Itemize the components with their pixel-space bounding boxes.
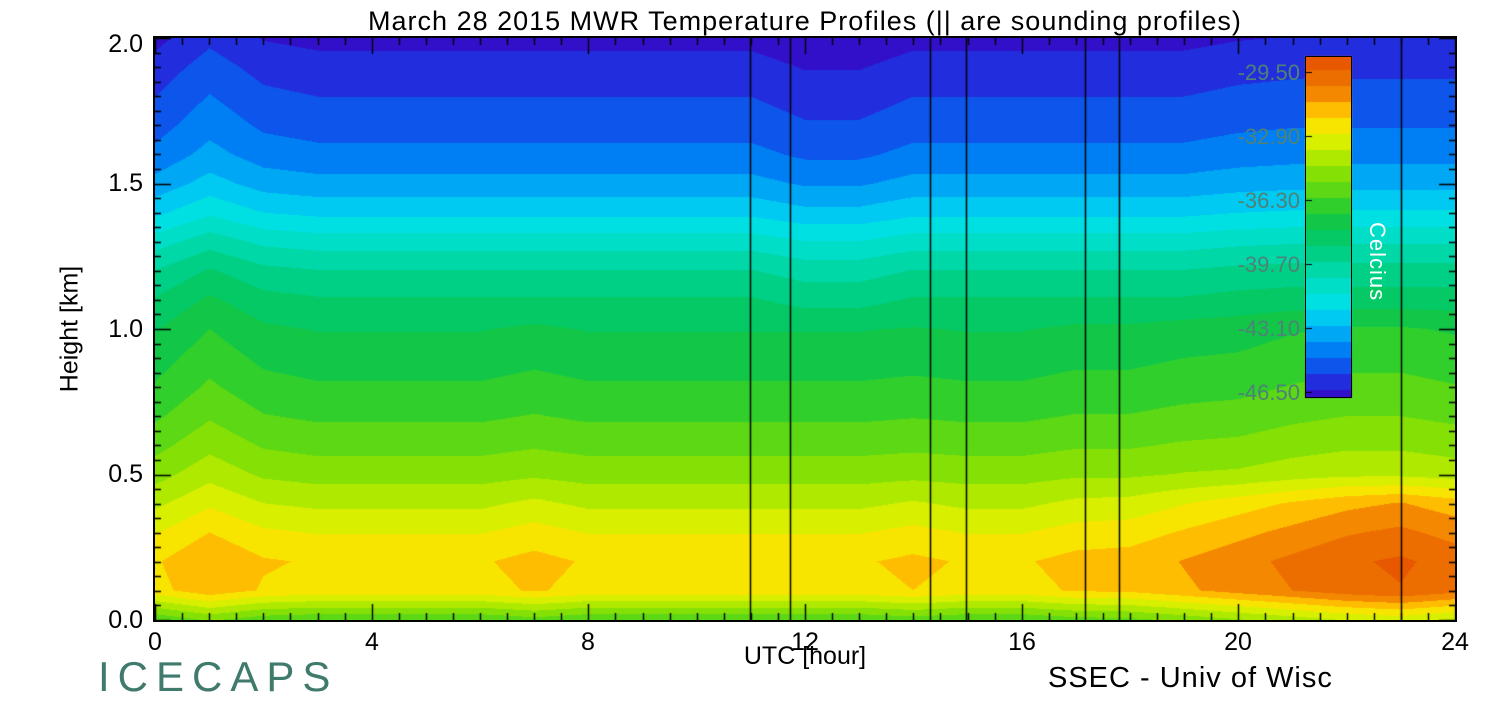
x-axis-label: UTC [hour] [743,642,867,670]
colorbar-tick-label: -39.70 [1237,252,1300,277]
colorbar-tick-label: -32.90 [1237,124,1300,149]
y-tick-label: 0.5 [108,460,143,488]
y-tick-label: 2.0 [108,30,143,58]
colorbar-tick-label: -36.30 [1237,188,1300,213]
colorbar-tick-label: -46.50 [1237,380,1300,405]
x-tick-label: 4 [365,628,379,656]
x-tick-label: 16 [1008,628,1036,656]
colorbar [1305,56,1352,398]
x-tick-label: 24 [1441,628,1469,656]
plot-area [153,36,1457,622]
y-tick-label: 0.0 [108,606,143,634]
icecaps-logo-text: ICECAPS [98,653,339,700]
page-title: March 28 2015 MWR Temperature Profiles (… [368,6,1242,36]
y-axis-label: Height [km] [55,265,84,393]
x-tick-label: 0 [148,628,162,656]
colorbar-tick-label: -29.50 [1237,60,1300,85]
temperature-heatmap [155,38,1455,620]
x-tick-label: 20 [1224,628,1252,656]
credit-text: SSEC - Univ of Wisc [1048,662,1333,694]
x-tick-label: 8 [581,628,595,656]
y-tick-label: 1.5 [108,169,143,197]
x-tick-label: 12 [791,628,819,656]
colorbar-title: Celcius [1365,222,1390,302]
colorbar-tick-label: -43.10 [1237,316,1300,341]
y-tick-label: 1.0 [108,315,143,343]
